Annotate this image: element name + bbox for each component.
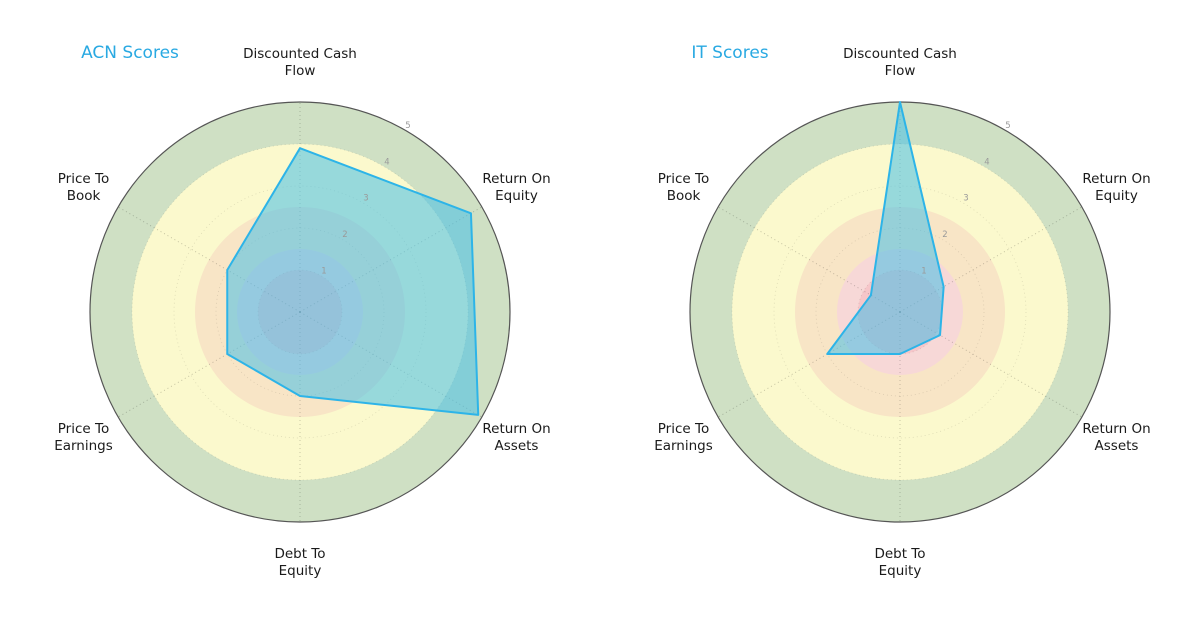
axis-label: Price To Book xyxy=(658,171,709,204)
grid-circle xyxy=(731,143,1069,481)
chart-title-it: IT Scores xyxy=(691,43,769,63)
axis-label: Debt To Equity xyxy=(274,546,325,579)
score-polygon xyxy=(826,101,945,355)
outer-ring xyxy=(89,101,511,523)
axis-label: Return On Equity xyxy=(1082,171,1150,204)
radar-figure-acn: ACN Scores 1 2 3 4 5 Discounted Cash Flow Retur… xyxy=(54,43,550,579)
tick-label: 1 xyxy=(921,266,926,276)
tick-label: 5 xyxy=(1005,121,1010,131)
radar-chart-acn: 1 2 3 4 5 Discounted Cash Flow Return On Equity R… xyxy=(54,46,550,579)
axis-spoke xyxy=(117,311,301,418)
grid-circle xyxy=(815,227,985,397)
chart-title-acn: ACN Scores xyxy=(81,43,179,63)
axis-label: Return On Equity xyxy=(482,171,550,204)
axis-label: Price To Earnings xyxy=(654,421,713,454)
grid-circle xyxy=(773,185,1027,439)
axis-label: Return On Assets xyxy=(482,421,550,454)
tick-label: 2 xyxy=(942,230,947,240)
axis-label: Debt To Equity xyxy=(874,546,925,579)
tick-label: 3 xyxy=(363,194,368,204)
score-polygon xyxy=(226,147,480,416)
tick-label: 4 xyxy=(384,157,389,167)
tick-label: 1 xyxy=(321,266,326,276)
axis-spoke xyxy=(899,206,1083,313)
axis-label: Discounted Cash Flow xyxy=(843,46,957,79)
radar-chart-it: 1 2 3 4 5 Discounted Cash Flow Return On Equity R… xyxy=(654,46,1150,579)
axis-spoke xyxy=(117,206,301,313)
axis-label: Price To Earnings xyxy=(54,421,113,454)
radar-figure-it: IT Scores 1 2 3 4 5 Discounted Cash Flow Return… xyxy=(600,0,1200,625)
axis-spoke xyxy=(899,311,1083,418)
tick-label: 5 xyxy=(405,121,410,131)
tick-label: 3 xyxy=(963,194,968,204)
tick-label: 4 xyxy=(984,157,989,167)
axis-label: Price To Book xyxy=(58,171,109,204)
axis-label: Discounted Cash Flow xyxy=(243,46,357,79)
tick-label: 2 xyxy=(342,230,347,240)
axis-label: Return On Assets xyxy=(1082,421,1150,454)
